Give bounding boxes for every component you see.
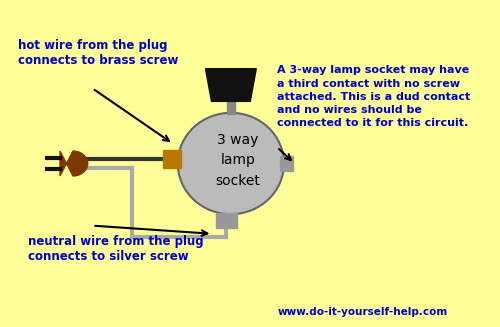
Bar — [280, 156, 293, 171]
Text: neutral wire from the plug
connects to silver screw: neutral wire from the plug connects to s… — [28, 235, 204, 264]
Text: A 3-way lamp socket may have
a third contact with no screw
attached. This is a d: A 3-way lamp socket may have a third con… — [277, 65, 470, 128]
Ellipse shape — [178, 113, 284, 214]
Text: 3 way
lamp
socket: 3 way lamp socket — [216, 133, 260, 188]
Bar — [226, 101, 235, 114]
Bar — [163, 150, 180, 167]
Text: hot wire from the plug
connects to brass screw: hot wire from the plug connects to brass… — [18, 39, 179, 67]
Bar — [216, 213, 237, 228]
Text: www.do-it-yourself-help.com: www.do-it-yourself-help.com — [278, 307, 448, 317]
Polygon shape — [60, 151, 88, 176]
Polygon shape — [206, 69, 256, 101]
